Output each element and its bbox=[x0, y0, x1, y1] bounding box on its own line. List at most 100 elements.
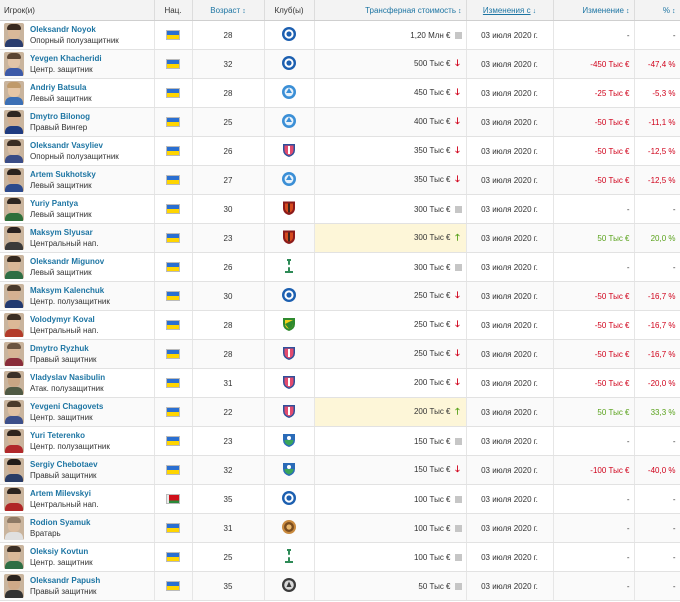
ukraine-flag-icon[interactable] bbox=[166, 291, 180, 301]
club-badge-green-tower-icon[interactable] bbox=[281, 258, 297, 276]
ukraine-flag-icon[interactable] bbox=[166, 175, 180, 185]
player-name-link[interactable]: Oleksandr Migunov bbox=[30, 257, 105, 266]
player-name-link[interactable]: Artem Sukhotsky bbox=[30, 170, 96, 179]
ukraine-flag-icon[interactable] bbox=[166, 117, 180, 127]
player-name-link[interactable]: Sergiy Chebotaev bbox=[30, 460, 98, 469]
sort-icon[interactable]: ↕ bbox=[242, 7, 246, 15]
player-photo[interactable] bbox=[4, 371, 24, 395]
club-badge-blue-round-icon[interactable] bbox=[281, 26, 297, 44]
ukraine-flag-icon[interactable] bbox=[166, 233, 180, 243]
market-value[interactable]: 250 Тыс € bbox=[413, 291, 451, 301]
market-value[interactable]: 300 Тыс € bbox=[413, 262, 451, 272]
ukraine-flag-icon[interactable] bbox=[166, 581, 180, 591]
market-value[interactable]: 500 Тыс € bbox=[413, 59, 451, 69]
player-photo[interactable] bbox=[4, 255, 24, 279]
player-name-link[interactable]: Oleksandr Noyok bbox=[30, 25, 96, 34]
player-photo[interactable] bbox=[4, 458, 24, 482]
belarus-flag-icon[interactable] bbox=[166, 494, 180, 504]
header-age-label[interactable]: Возраст bbox=[210, 5, 241, 15]
club-badge-shield-red-icon[interactable] bbox=[281, 229, 297, 247]
market-value[interactable]: 250 Тыс € bbox=[413, 349, 451, 359]
player-name-link[interactable]: Dmytro Ryzhuk bbox=[30, 344, 89, 353]
market-value[interactable]: 300 Тыс € bbox=[413, 233, 451, 243]
player-photo[interactable] bbox=[4, 110, 24, 134]
player-photo[interactable] bbox=[4, 52, 24, 76]
ukraine-flag-icon[interactable] bbox=[166, 146, 180, 156]
club-badge-blue-round-icon[interactable] bbox=[281, 55, 297, 73]
ukraine-flag-icon[interactable] bbox=[166, 552, 180, 562]
player-photo[interactable] bbox=[4, 429, 24, 453]
player-name-link[interactable]: Rodion Syamuk bbox=[30, 518, 91, 527]
market-value[interactable]: 150 Тыс € bbox=[413, 465, 451, 475]
player-name-link[interactable]: Yuri Teterenko bbox=[30, 431, 85, 440]
market-value[interactable]: 100 Тыс € bbox=[413, 523, 451, 533]
player-name-link[interactable]: Artem Milevskyi bbox=[30, 489, 91, 498]
player-name-link[interactable]: Volodymyr Koval bbox=[30, 315, 95, 324]
player-photo[interactable] bbox=[4, 81, 24, 105]
player-name-link[interactable]: Oleksandr Vasyliev bbox=[30, 141, 103, 150]
ukraine-flag-icon[interactable] bbox=[166, 204, 180, 214]
market-value[interactable]: 350 Тыс € bbox=[413, 146, 451, 156]
club-badge-shield-pink-icon[interactable] bbox=[281, 345, 297, 363]
player-name-link[interactable]: Yevgeni Chagovets bbox=[30, 402, 104, 411]
player-photo[interactable] bbox=[4, 226, 24, 250]
club-badge-shield-blue-green-icon[interactable] bbox=[281, 461, 297, 479]
market-value[interactable]: 350 Тыс € bbox=[413, 175, 451, 185]
player-name-link[interactable]: Oleksandr Papush bbox=[30, 576, 101, 585]
player-name-link[interactable]: Yuriy Pantya bbox=[30, 199, 79, 208]
club-badge-shield-pink-icon[interactable] bbox=[281, 374, 297, 392]
club-badge-orange-round-icon[interactable] bbox=[281, 519, 297, 537]
player-photo[interactable] bbox=[4, 516, 24, 540]
sort-icon[interactable]: ↕ bbox=[458, 7, 462, 15]
player-name-link[interactable]: Dmytro Bilonog bbox=[30, 112, 90, 121]
market-value[interactable]: 450 Тыс € bbox=[413, 88, 451, 98]
ukraine-flag-icon[interactable] bbox=[166, 30, 180, 40]
market-value[interactable]: 250 Тыс € bbox=[413, 320, 451, 330]
sort-icon[interactable]: ↕ bbox=[672, 7, 676, 15]
ukraine-flag-icon[interactable] bbox=[166, 262, 180, 272]
header-market-value-label[interactable]: Трансферная стоимость bbox=[365, 5, 456, 15]
ukraine-flag-icon[interactable] bbox=[166, 465, 180, 475]
ukraine-flag-icon[interactable] bbox=[166, 407, 180, 417]
market-value[interactable]: 200 Тыс € bbox=[413, 378, 451, 388]
club-badge-light-blue-icon[interactable] bbox=[281, 84, 297, 102]
club-badge-blue-round-icon[interactable] bbox=[281, 287, 297, 305]
player-photo[interactable] bbox=[4, 574, 24, 598]
market-value[interactable]: 100 Тыс € bbox=[413, 494, 451, 504]
player-photo[interactable] bbox=[4, 23, 24, 47]
club-badge-green-tower-icon[interactable] bbox=[281, 548, 297, 566]
player-name-link[interactable]: Maksym Kalenchuk bbox=[30, 286, 105, 295]
player-photo[interactable] bbox=[4, 400, 24, 424]
header-change[interactable]: Изменение ↕ bbox=[553, 0, 635, 21]
player-photo[interactable] bbox=[4, 139, 24, 163]
club-badge-shield-pink-icon[interactable] bbox=[281, 403, 297, 421]
club-badge-shield-pink-icon[interactable] bbox=[281, 142, 297, 160]
ukraine-flag-icon[interactable] bbox=[166, 59, 180, 69]
player-photo[interactable] bbox=[4, 313, 24, 337]
club-badge-shield-blue-green-icon[interactable] bbox=[281, 432, 297, 450]
market-value[interactable]: 200 Тыс € bbox=[413, 407, 451, 417]
player-photo[interactable] bbox=[4, 197, 24, 221]
ukraine-flag-icon[interactable] bbox=[166, 349, 180, 359]
header-market-value[interactable]: Трансферная стоимость ↕ bbox=[314, 0, 467, 21]
header-change-since[interactable]: Изменения с ↓ bbox=[466, 0, 554, 21]
ukraine-flag-icon[interactable] bbox=[166, 378, 180, 388]
club-badge-light-blue-icon[interactable] bbox=[281, 171, 297, 189]
player-name-link[interactable]: Yevgen Khacheridi bbox=[30, 54, 102, 63]
player-name-link[interactable]: Vladyslav Nasibulin bbox=[30, 373, 106, 382]
market-value[interactable]: 150 Тыс € bbox=[413, 436, 451, 446]
club-badge-green-yellow-icon[interactable] bbox=[281, 316, 297, 334]
header-percent[interactable]: % ↕ bbox=[634, 0, 680, 21]
sort-icon[interactable]: ↕ bbox=[626, 7, 630, 15]
header-change-label[interactable]: Изменение bbox=[582, 5, 624, 15]
player-photo[interactable] bbox=[4, 168, 24, 192]
club-badge-shield-red-icon[interactable] bbox=[281, 200, 297, 218]
market-value[interactable]: 100 Тыс € bbox=[413, 552, 451, 562]
player-photo[interactable] bbox=[4, 545, 24, 569]
club-badge-blue-round-icon[interactable] bbox=[281, 490, 297, 508]
club-badge-grey-round-icon[interactable] bbox=[281, 577, 297, 595]
ukraine-flag-icon[interactable] bbox=[166, 523, 180, 533]
player-name-link[interactable]: Andriy Batsula bbox=[30, 83, 87, 92]
ukraine-flag-icon[interactable] bbox=[166, 436, 180, 446]
player-photo[interactable] bbox=[4, 487, 24, 511]
